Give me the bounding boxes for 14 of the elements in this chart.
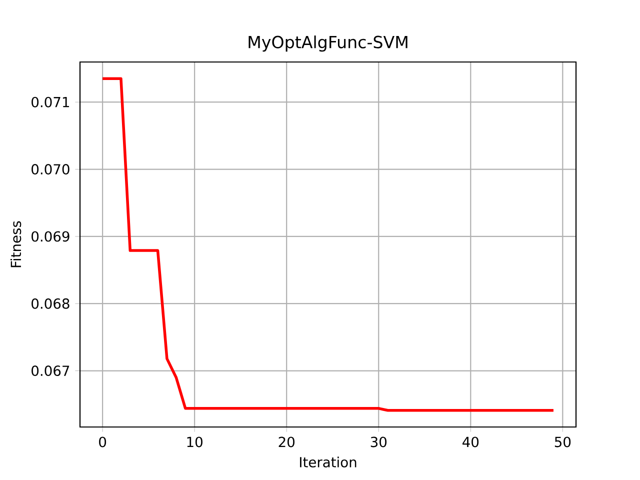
x-tick-label: 30: [370, 436, 387, 448]
y-tick-label: 0.067: [32, 366, 70, 376]
x-tick-label: 20: [278, 436, 294, 448]
x-tick-label: 0: [99, 436, 106, 448]
x-tick-label: 10: [187, 436, 202, 448]
x-axis-title: Iteration: [300, 456, 356, 468]
y-tick-label: 0.069: [32, 231, 70, 242]
chart-title: MyOptAlgFunc-SVM: [248, 36, 408, 52]
x-tick-label: 50: [554, 436, 571, 448]
y-tick-label: 0.070: [32, 164, 70, 174]
x-tick-label: 40: [462, 436, 479, 448]
y-tick-label: 0.068: [32, 298, 70, 309]
y-axis-title: Fitness: [10, 221, 22, 268]
y-tick-label: 0.071: [32, 96, 69, 108]
